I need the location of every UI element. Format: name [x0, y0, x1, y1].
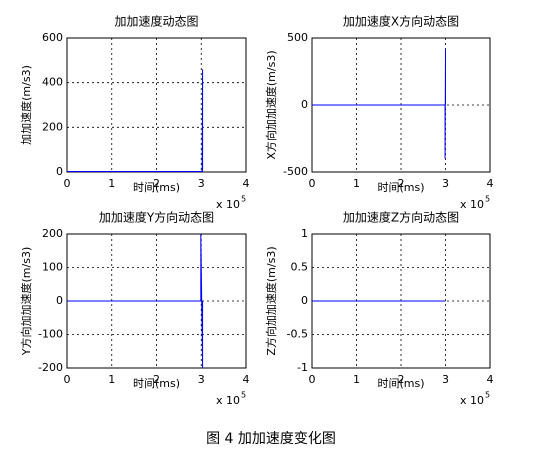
x-tick-label: 2 [153, 373, 160, 386]
x-axis-label: 时间(ms) [377, 181, 424, 194]
y-tick-label: 0 [301, 98, 308, 111]
y-tick-label: 1 [301, 227, 308, 240]
x-tick-label: 3 [198, 177, 205, 190]
x-exponent: 5 [241, 195, 246, 204]
x-tick-label: 0 [64, 177, 71, 190]
x-tick-label: 3 [442, 373, 449, 386]
y-tick-label: 400 [42, 76, 63, 89]
x-tick-label: 4 [243, 177, 250, 190]
y-tick-label: -200 [38, 361, 63, 374]
chart-title: 加加速度Y方向动态图 [99, 210, 214, 225]
y-tick-label: 500 [287, 31, 308, 44]
y-tick-label: 100 [42, 261, 63, 274]
y-tick-label: 200 [42, 120, 63, 133]
y-axis-label: Y方向加加速度(m/s3) [19, 247, 33, 356]
x-multiplier: x 10 [460, 394, 484, 407]
x-tick-label: 1 [353, 177, 360, 190]
x-tick-label: 1 [353, 373, 360, 386]
x-tick-label: 2 [398, 373, 405, 386]
x-tick-label: 2 [153, 177, 160, 190]
x-multiplier: x 10 [460, 198, 484, 211]
data-line [67, 69, 204, 173]
y-axis-label: 加加速度(m/s3) [19, 65, 33, 145]
x-multiplier: x 10 [216, 394, 240, 407]
data-line [312, 48, 446, 159]
x-tick-label: 4 [243, 373, 250, 386]
y-tick-label: -100 [38, 328, 63, 341]
y-tick-label: -1 [297, 361, 308, 374]
x-tick-label: 2 [398, 177, 405, 190]
y-tick-label: 0 [56, 294, 63, 307]
caption: 图 4 加加速度变化图 [206, 431, 336, 447]
x-axis-label: 时间(ms) [133, 181, 180, 194]
y-tick-label: 200 [42, 227, 63, 240]
y-axis-label: Z方向加加速度(m/s3) [264, 246, 278, 355]
y-axis-label: X方向加加速度(m/s3) [264, 50, 278, 159]
x-multiplier: x 10 [216, 198, 240, 211]
x-tick-label: 3 [198, 373, 205, 386]
x-exponent: 5 [485, 391, 490, 400]
x-tick-label: 4 [487, 177, 494, 190]
x-exponent: 5 [485, 195, 490, 204]
x-axis-label: 时间(ms) [377, 377, 424, 390]
x-axis-label: 时间(ms) [133, 377, 180, 390]
y-tick-label: -500 [283, 165, 308, 178]
y-tick-label: 0 [56, 165, 63, 178]
x-tick-label: 1 [108, 373, 115, 386]
x-tick-label: 0 [309, 373, 316, 386]
chart-title: 加加速度动态图 [114, 14, 198, 29]
x-tick-label: 3 [442, 177, 449, 190]
y-tick-label: -0.5 [287, 328, 308, 341]
data-line [67, 233, 204, 369]
x-tick-label: 0 [309, 177, 316, 190]
x-tick-label: 0 [64, 373, 71, 386]
x-tick-label: 4 [487, 373, 494, 386]
y-tick-label: 600 [42, 31, 63, 44]
x-exponent: 5 [241, 391, 246, 400]
chart-title: 加加速度X方向动态图 [343, 14, 459, 29]
x-tick-label: 1 [108, 177, 115, 190]
chart-title: 加加速度Z方向动态图 [343, 210, 459, 225]
y-tick-label: 0 [301, 294, 308, 307]
y-tick-label: 0.5 [291, 261, 309, 274]
